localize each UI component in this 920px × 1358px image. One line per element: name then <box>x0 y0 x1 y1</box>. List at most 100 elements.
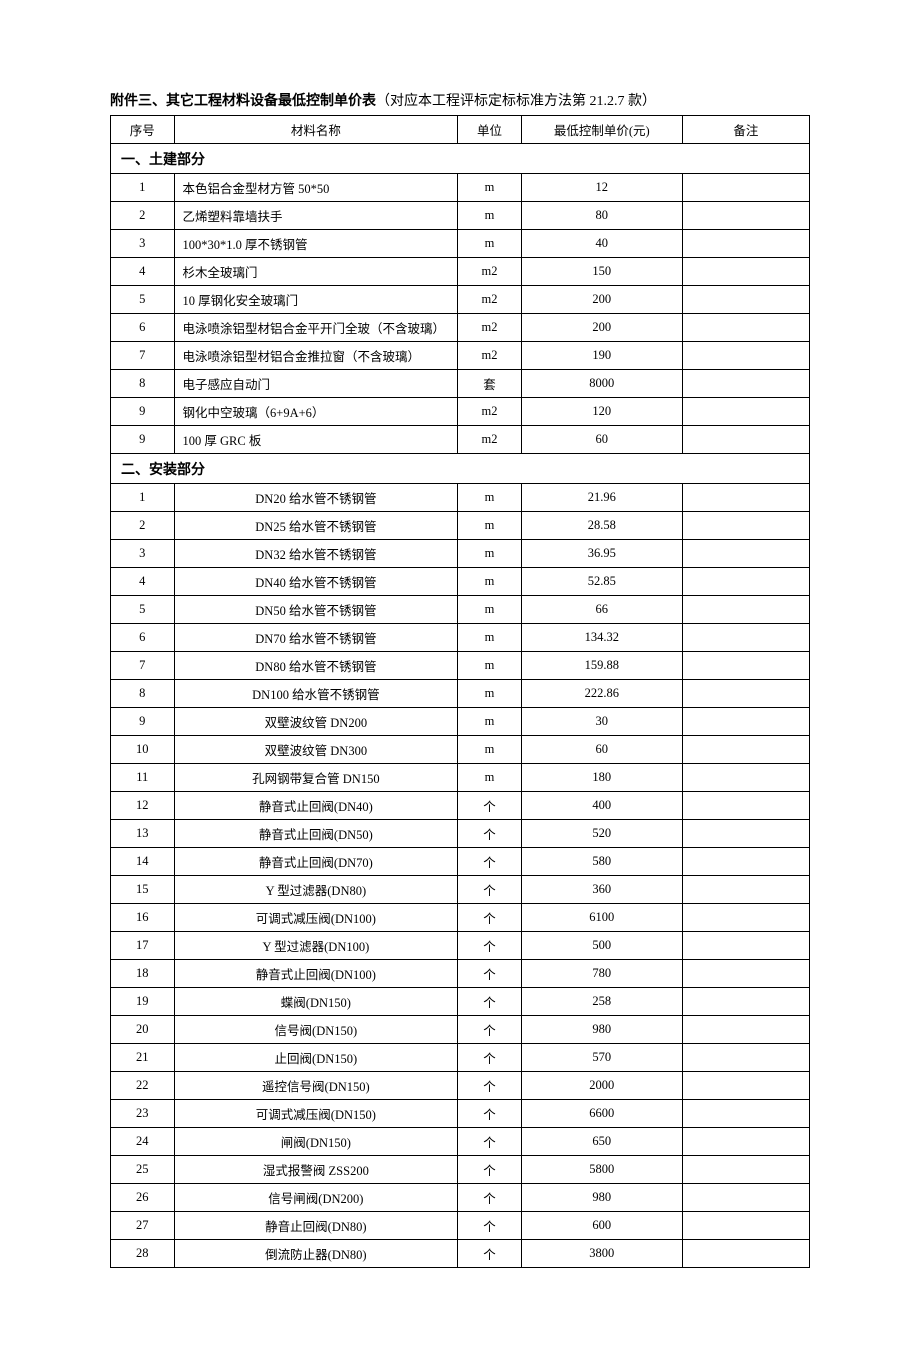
cell-note <box>682 258 809 286</box>
cell-name: 双壁波纹管 DN300 <box>174 736 458 764</box>
col-header-note: 备注 <box>682 116 809 144</box>
cell-unit: 个 <box>458 932 522 960</box>
cell-price: 150 <box>521 258 682 286</box>
cell-unit: m <box>458 680 522 708</box>
cell-price: 200 <box>521 286 682 314</box>
cell-price: 780 <box>521 960 682 988</box>
table-row: 510 厚钢化安全玻璃门m2200 <box>111 286 810 314</box>
cell-seq: 19 <box>111 988 175 1016</box>
cell-seq: 20 <box>111 1016 175 1044</box>
cell-note <box>682 568 809 596</box>
cell-unit: m <box>458 736 522 764</box>
cell-price: 134.32 <box>521 624 682 652</box>
table-row: 19蝶阀(DN150)个258 <box>111 988 810 1016</box>
cell-seq: 6 <box>111 314 175 342</box>
cell-note <box>682 1128 809 1156</box>
table-row: 26信号闸阀(DN200)个980 <box>111 1184 810 1212</box>
cell-price: 120 <box>521 398 682 426</box>
cell-unit: m <box>458 596 522 624</box>
cell-note <box>682 1156 809 1184</box>
cell-note <box>682 1212 809 1240</box>
cell-note <box>682 820 809 848</box>
cell-name: 静音止回阀(DN80) <box>174 1212 458 1240</box>
cell-name: 钢化中空玻璃（6+9A+6） <box>174 398 458 426</box>
cell-unit: m2 <box>458 258 522 286</box>
col-header-name: 材料名称 <box>174 116 458 144</box>
cell-name: DN40 给水管不锈钢管 <box>174 568 458 596</box>
table-row: 14静音式止回阀(DN70)个580 <box>111 848 810 876</box>
table-row: 4杉木全玻璃门m2150 <box>111 258 810 286</box>
table-row: 20信号阀(DN150)个980 <box>111 1016 810 1044</box>
cell-seq: 9 <box>111 398 175 426</box>
cell-unit: 个 <box>458 1016 522 1044</box>
cell-seq: 3 <box>111 540 175 568</box>
cell-seq: 14 <box>111 848 175 876</box>
table-row: 6DN70 给水管不锈钢管m134.32 <box>111 624 810 652</box>
title-note: （对应本工程评标定标标准方法第 21.2.7 款） <box>376 94 656 109</box>
cell-seq: 5 <box>111 596 175 624</box>
col-header-price: 最低控制单价(元) <box>521 116 682 144</box>
cell-unit: 个 <box>458 848 522 876</box>
cell-unit: 个 <box>458 1072 522 1100</box>
cell-seq: 10 <box>111 736 175 764</box>
table-row: 12静音式止回阀(DN40)个400 <box>111 792 810 820</box>
cell-unit: m2 <box>458 398 522 426</box>
cell-price: 12 <box>521 174 682 202</box>
cell-note <box>682 960 809 988</box>
cell-note <box>682 652 809 680</box>
table-row: 22遥控信号阀(DN150)个2000 <box>111 1072 810 1100</box>
cell-name: 信号阀(DN150) <box>174 1016 458 1044</box>
cell-unit: m2 <box>458 342 522 370</box>
cell-price: 28.58 <box>521 512 682 540</box>
table-row: 18静音式止回阀(DN100)个780 <box>111 960 810 988</box>
table-row: 8电子感应自动门套8000 <box>111 370 810 398</box>
cell-note <box>682 512 809 540</box>
cell-note <box>682 398 809 426</box>
cell-name: 电泳喷涂铝型材铝合金平开门全玻（不含玻璃） <box>174 314 458 342</box>
cell-price: 580 <box>521 848 682 876</box>
cell-name: 杉木全玻璃门 <box>174 258 458 286</box>
cell-price: 80 <box>521 202 682 230</box>
cell-note <box>682 174 809 202</box>
cell-note <box>682 1044 809 1072</box>
cell-unit: 个 <box>458 960 522 988</box>
cell-seq: 23 <box>111 1100 175 1128</box>
cell-seq: 7 <box>111 652 175 680</box>
cell-seq: 3 <box>111 230 175 258</box>
cell-note <box>682 764 809 792</box>
cell-unit: m <box>458 624 522 652</box>
cell-unit: m <box>458 568 522 596</box>
cell-unit: 个 <box>458 1128 522 1156</box>
cell-seq: 1 <box>111 484 175 512</box>
cell-price: 360 <box>521 876 682 904</box>
cell-note <box>682 484 809 512</box>
cell-name: DN20 给水管不锈钢管 <box>174 484 458 512</box>
cell-unit: m <box>458 174 522 202</box>
cell-seq: 13 <box>111 820 175 848</box>
section-header-row: 一、土建部分 <box>111 144 810 174</box>
cell-name: 静音式止回阀(DN70) <box>174 848 458 876</box>
table-row: 6电泳喷涂铝型材铝合金平开门全玻（不含玻璃）m2200 <box>111 314 810 342</box>
cell-note <box>682 680 809 708</box>
cell-name: 倒流防止器(DN80) <box>174 1240 458 1268</box>
cell-price: 40 <box>521 230 682 258</box>
cell-seq: 4 <box>111 258 175 286</box>
cell-price: 6100 <box>521 904 682 932</box>
cell-seq: 26 <box>111 1184 175 1212</box>
cell-price: 520 <box>521 820 682 848</box>
cell-name: 乙烯塑料靠墙扶手 <box>174 202 458 230</box>
cell-name: 可调式减压阀(DN100) <box>174 904 458 932</box>
cell-note <box>682 1072 809 1100</box>
table-row: 17Y 型过滤器(DN100)个500 <box>111 932 810 960</box>
cell-note <box>682 1240 809 1268</box>
cell-price: 60 <box>521 736 682 764</box>
cell-seq: 25 <box>111 1156 175 1184</box>
table-row: 15Y 型过滤器(DN80)个360 <box>111 876 810 904</box>
cell-name: 蝶阀(DN150) <box>174 988 458 1016</box>
cell-seq: 22 <box>111 1072 175 1100</box>
cell-price: 6600 <box>521 1100 682 1128</box>
table-row: 16可调式减压阀(DN100)个6100 <box>111 904 810 932</box>
cell-unit: m <box>458 764 522 792</box>
cell-seq: 16 <box>111 904 175 932</box>
cell-note <box>682 708 809 736</box>
